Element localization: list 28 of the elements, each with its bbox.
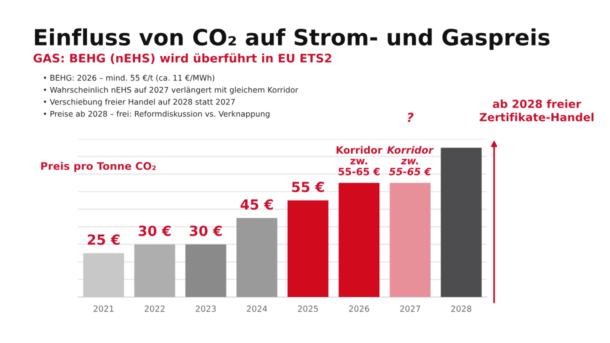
data-label: Korridor zw. 55-65 € — [336, 146, 382, 176]
data-label: 30 € — [138, 226, 171, 236]
data-label: 55 € — [292, 182, 324, 192]
x-tick-label: 2025 — [298, 306, 318, 312]
annotation: Preis pro Tonne CO₂ — [41, 162, 156, 172]
x-tick-label: 2024 — [246, 306, 268, 312]
text: ? — [408, 112, 414, 122]
x-tick-label: 2027 — [400, 306, 420, 312]
bar — [390, 182, 431, 298]
bar — [236, 218, 278, 298]
bar — [338, 182, 380, 298]
x-tick-label: 2021 — [94, 306, 114, 312]
text: ab 2028 freier Zertifikate-Handel — [480, 99, 594, 122]
x-tick-label: 2023 — [196, 306, 216, 312]
x-tick-label: 2026 — [349, 306, 370, 312]
bar — [440, 148, 482, 298]
chart-subtitle: GAS: BEHG (nEHS) wird überführt in EU ETS2 — [34, 53, 332, 64]
chart-title: Einfluss von CO₂ auf Strom- und Gaspreis — [34, 28, 550, 50]
data-label: 25 € — [88, 234, 120, 245]
bar — [134, 244, 176, 298]
data-label: 45 € — [240, 199, 273, 210]
x-tick-label: 2028 — [451, 306, 472, 312]
data-label: Korridor zw. 55-65 € — [387, 146, 434, 176]
bar — [288, 200, 328, 298]
x-tick-label: 2022 — [144, 306, 164, 312]
bar — [185, 244, 226, 298]
bar — [83, 253, 124, 298]
data-label: 30 € — [190, 226, 222, 236]
